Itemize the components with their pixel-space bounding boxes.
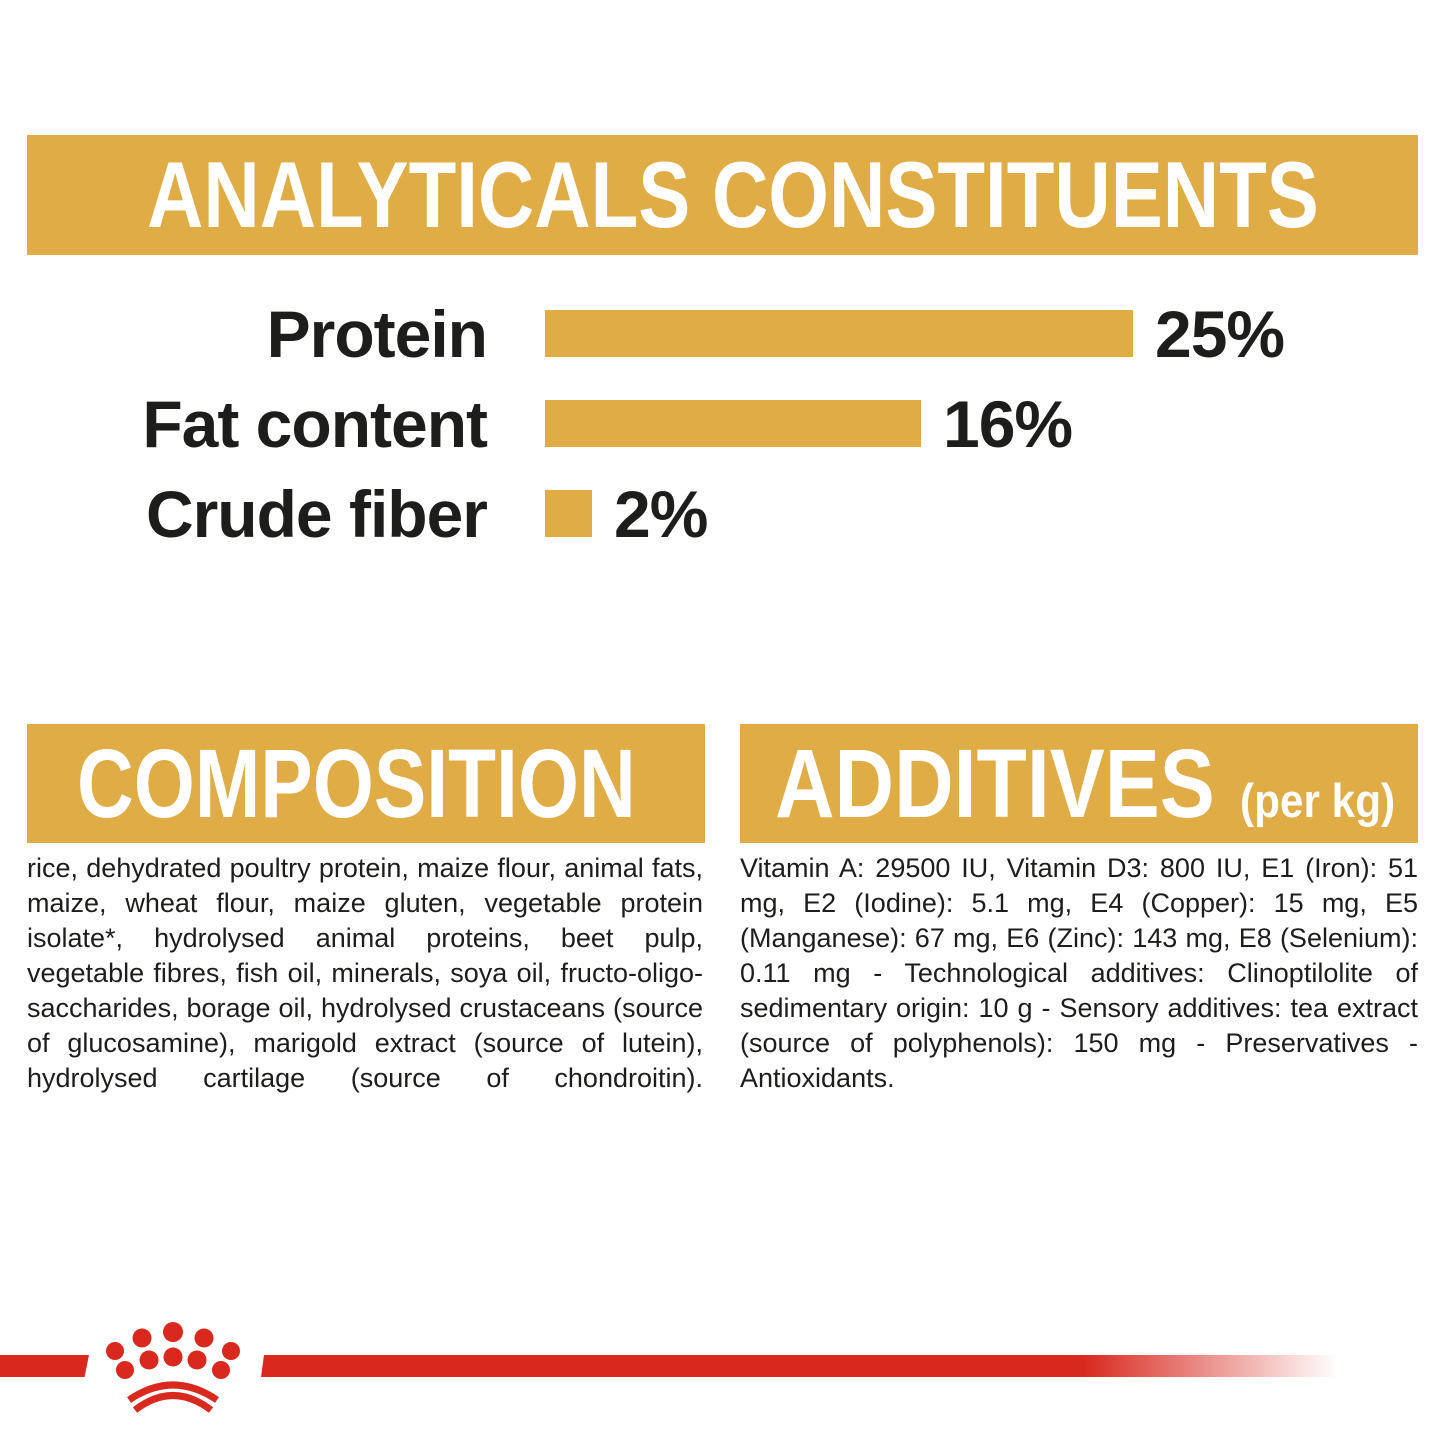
royal-canin-crown-icon (106, 1322, 240, 1413)
chart-bar (545, 490, 592, 537)
additives-subtitle: (per kg) (1240, 774, 1396, 827)
composition-header-banner: COMPOSITION (27, 724, 705, 843)
chart-bar (545, 310, 1133, 357)
chart-value-label: 16% (943, 386, 1073, 461)
red-stripe-left-segment (0, 1355, 89, 1377)
chart-category-label: Fat content (142, 386, 488, 461)
chart-row-crude-fiber: Crude fiber 2% (0, 476, 1445, 551)
chart-value-label: 2% (614, 476, 708, 551)
additives-body-text: Vitamin A: 29500 IU, Vitamin D3: 800 IU,… (740, 853, 1418, 1093)
additives-title: ADDITIVES (775, 729, 1215, 838)
chart-value-label: 25% (1155, 296, 1285, 371)
analyticals-title: ANALYTICALS CONSTITUENTS (147, 142, 1319, 247)
additives-header-banner: ADDITIVES (per kg) (740, 724, 1418, 843)
chart-row-fat-content: Fat content 16% (0, 386, 1445, 461)
analyticals-header-banner: ANALYTICALS CONSTITUENTS (27, 135, 1418, 255)
chart-row-protein: Protein 25% (0, 296, 1445, 371)
chart-category-label: Crude fiber (145, 476, 488, 551)
chart-bar (545, 400, 921, 447)
composition-title: COMPOSITION (77, 729, 636, 838)
composition-body-text: rice, dehydrated poultry protein, maize … (27, 853, 703, 1093)
red-stripe-right-segment (261, 1355, 1343, 1377)
chart-category-label: Protein (266, 296, 488, 371)
